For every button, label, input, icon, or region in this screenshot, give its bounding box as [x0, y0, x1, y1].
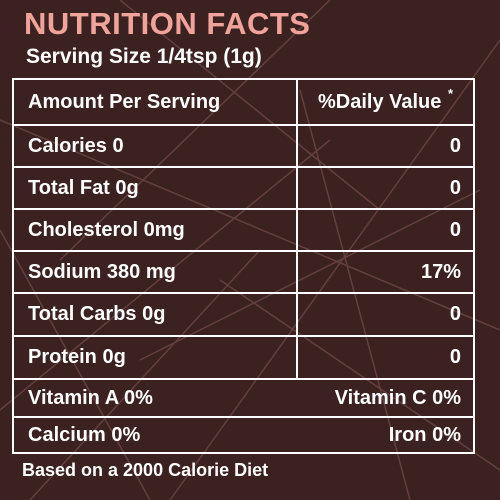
vitamin-left: Calcium 0% [28, 423, 141, 446]
footer-note: Based on a 2000 Calorie Diet [22, 460, 269, 480]
table-row: Cholesterol 0mg 0 [14, 210, 473, 252]
table-row: Sodium 380 mg 17% [14, 252, 473, 294]
nutrient-value: 0 [449, 176, 461, 199]
nutrition-table: Amount Per Serving %Daily Value Calories… [12, 78, 475, 454]
header-daily-value: %Daily Value [318, 90, 442, 113]
table-row: Total Fat 0g 0 [14, 168, 473, 210]
label-title: NUTRITION FACTS [24, 6, 311, 41]
table-row: Protein 0g 0 [14, 337, 473, 380]
nutrient-name: Total Carbs 0g [28, 303, 166, 325]
nutrient-value: 17% [420, 260, 461, 283]
vitamin-left: Vitamin A 0% [28, 386, 153, 409]
column-divider [296, 80, 298, 380]
header-amount-per-serving: Amount Per Serving [28, 90, 221, 113]
vitamin-right: Iron 0% [388, 423, 461, 446]
vitamin-row: Calcium 0% Iron 0% [14, 418, 473, 452]
daily-value-asterisk: * [448, 86, 454, 101]
nutrient-name: Total Fat 0g [28, 176, 139, 199]
vitamin-row: Vitamin A 0% Vitamin C 0% [14, 380, 473, 418]
nutrient-value: 0 [449, 346, 461, 368]
nutrient-name: Cholesterol 0mg [28, 218, 185, 241]
nutrient-name: Sodium 380 mg [28, 260, 176, 283]
nutrient-value: 0 [449, 303, 461, 325]
nutrient-name: Protein 0g [28, 346, 126, 368]
vitamin-right: Vitamin C 0% [334, 386, 461, 409]
nutrient-value: 0 [449, 134, 461, 157]
serving-size: Serving Size 1/4tsp (1g) [26, 45, 262, 68]
nutrient-value: 0 [449, 218, 461, 241]
table-row: Total Carbs 0g 0 [14, 294, 473, 337]
nutrient-name: Calories 0 [28, 134, 124, 157]
table-row: Calories 0 0 [14, 126, 473, 168]
table-header-row: Amount Per Serving %Daily Value [14, 80, 473, 126]
